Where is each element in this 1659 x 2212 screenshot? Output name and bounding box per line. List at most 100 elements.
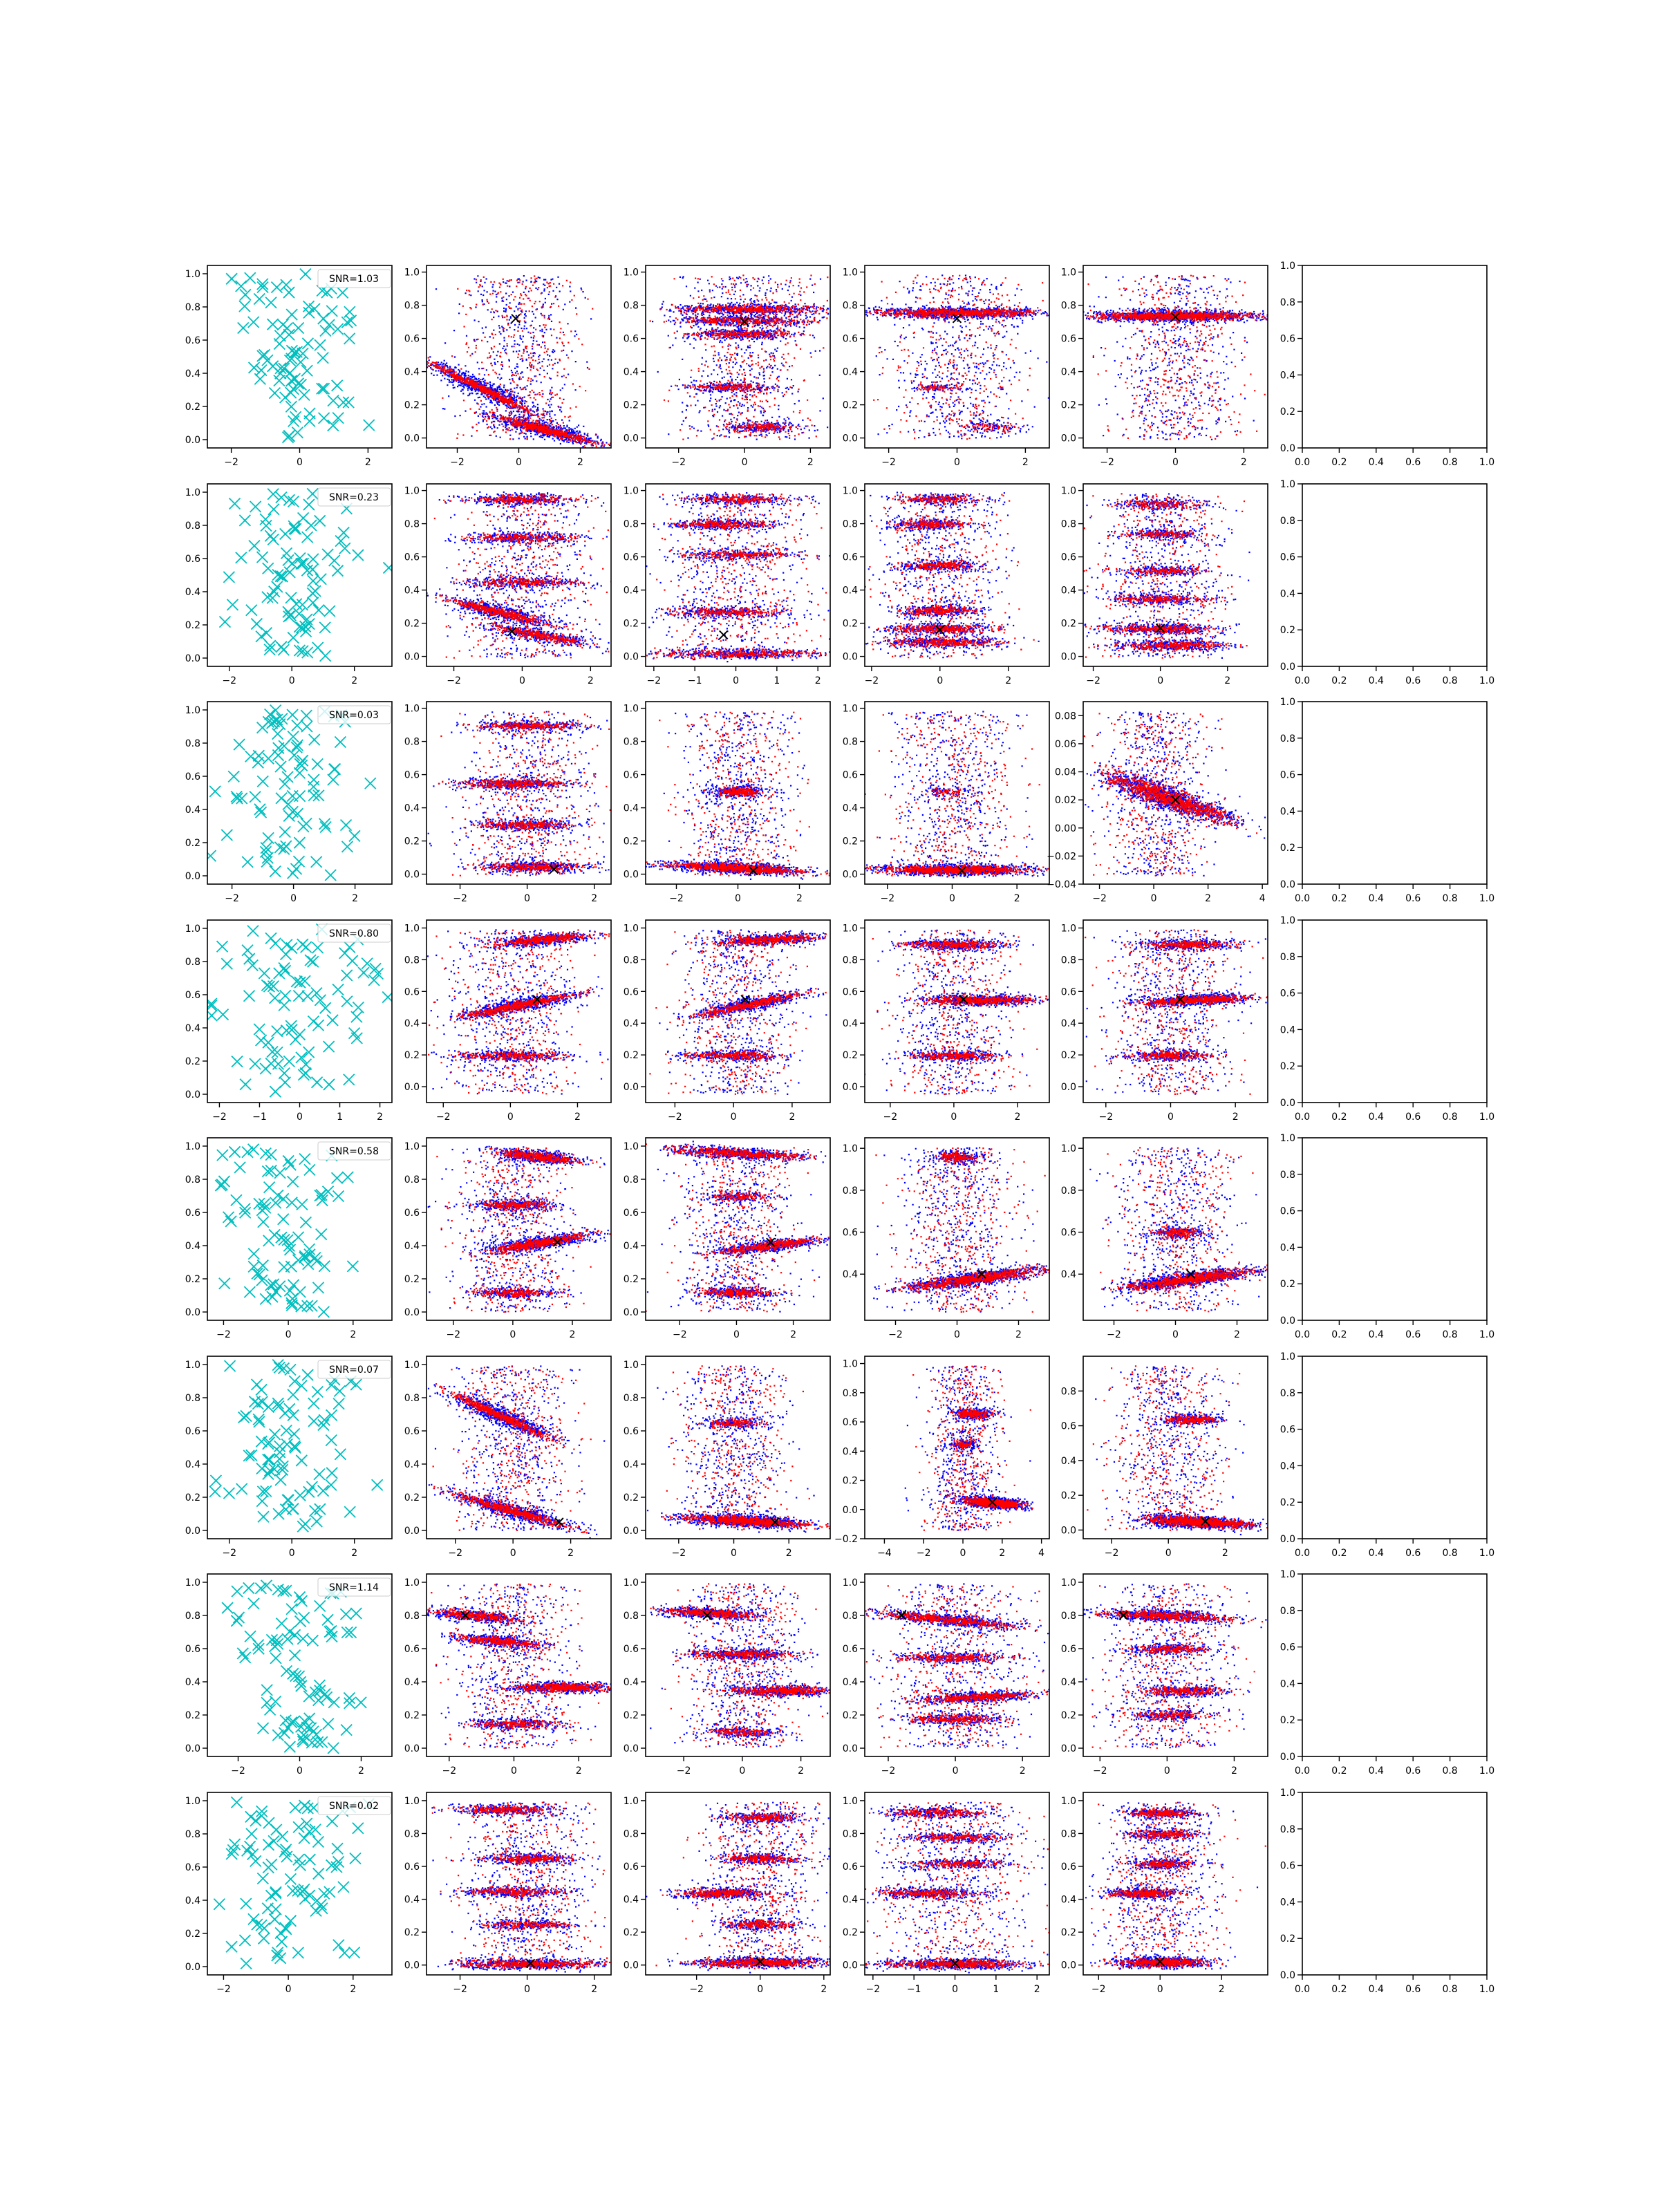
y-tick-label: 1.0 [185, 1577, 200, 1588]
x-tick-label: 0 [1157, 675, 1163, 686]
x-tick-label: −2 [671, 457, 686, 468]
y-tick-label: 0.8 [843, 1611, 858, 1622]
y-tick-label: 1.0 [404, 268, 420, 279]
x-tick-label: 0.0 [1295, 1984, 1310, 1995]
y-tick-label: 0.0 [1061, 652, 1076, 663]
x-tick-label: 0 [1157, 1984, 1163, 1995]
x-tick-label: 0 [507, 1112, 514, 1123]
y-tick-label: 0.6 [1280, 1425, 1295, 1436]
y-tick-label: 0.0 [1061, 1960, 1076, 1971]
x-tick-label: 0 [1168, 1112, 1174, 1123]
x-tick-label: 0 [509, 1329, 516, 1340]
y-tick-label: 1.0 [624, 1141, 639, 1152]
y-tick-label: 0.6 [1280, 334, 1295, 345]
y-tick-label: 0.0 [843, 433, 858, 444]
x-tick-label: −2 [647, 675, 662, 686]
y-tick-label: 1.0 [843, 268, 858, 279]
x-tick-label: 2 [815, 675, 821, 686]
y-tick-label: 0.8 [624, 1828, 639, 1839]
x-tick-label: 0 [516, 457, 522, 468]
y-tick-label: 1.0 [185, 705, 200, 716]
y-tick-label: 1.0 [624, 1796, 639, 1807]
y-tick-label: 0.8 [1061, 1828, 1076, 1839]
y-tick-label: 0.4 [1280, 806, 1295, 817]
y-tick-label: 1.0 [185, 1360, 200, 1371]
y-tick-label: 0.4 [843, 1677, 858, 1688]
y-tick-label: 0.2 [1280, 843, 1295, 854]
y-tick-label: 0.6 [843, 1417, 858, 1428]
x-tick-label: 4 [1259, 893, 1266, 904]
x-tick-label: 1.0 [1479, 1112, 1494, 1123]
y-tick-label: 0.6 [185, 990, 200, 1001]
x-tick-label: 0 [1164, 1765, 1170, 1777]
y-tick-label: 1.0 [843, 704, 858, 715]
y-tick-label: 0.0 [185, 653, 200, 664]
y-tick-label: 0.4 [1061, 1677, 1076, 1688]
y-tick-label: 0.0 [404, 1082, 420, 1093]
y-tick-label: 0.8 [185, 1393, 200, 1404]
y-tick-label: 0.6 [404, 1644, 420, 1655]
y-tick-label: 1.0 [185, 487, 200, 498]
x-tick-label: −2 [446, 1329, 460, 1340]
y-tick-label: 1.0 [1061, 1143, 1076, 1154]
y-tick-label: 0.8 [843, 1388, 858, 1399]
x-tick-label: 0.0 [1295, 1112, 1310, 1123]
y-tick-label: 0.4 [624, 803, 639, 814]
x-tick-label: 2 [1005, 675, 1011, 686]
snr-label: SNR=0.02 [329, 1801, 379, 1812]
y-tick-label: 1.0 [624, 268, 639, 279]
y-tick-label: 1.0 [1280, 1133, 1295, 1144]
y-tick-label: 0.4 [185, 1677, 200, 1688]
y-tick-label: 1.0 [404, 1360, 420, 1371]
x-tick-label: 1 [993, 1984, 999, 1995]
y-tick-label: 0.2 [1280, 1715, 1295, 1726]
x-tick-label: −2 [1105, 1548, 1119, 1559]
y-tick-label: 0.4 [1280, 1461, 1295, 1472]
y-tick-label: 0.8 [185, 1174, 200, 1185]
x-tick-label: 0 [297, 1765, 303, 1777]
y-tick-label: 0.6 [1280, 1861, 1295, 1872]
y-tick-label: 0.4 [1061, 1456, 1076, 1467]
y-tick-label: 0.4 [185, 368, 200, 379]
x-tick-label: −2 [673, 1329, 687, 1340]
x-tick-label: −2 [453, 1984, 467, 1995]
x-tick-label: 0 [949, 893, 955, 904]
x-tick-label: 0.2 [1331, 675, 1347, 686]
y-tick-label: 1.0 [1280, 915, 1295, 926]
y-tick-label: 0.4 [1061, 1895, 1076, 1906]
y-tick-label: 0.8 [843, 955, 858, 966]
y-tick-label: 0.2 [624, 1050, 639, 1061]
y-tick-label: 0.4 [1280, 1678, 1295, 1689]
y-tick-label: 0.2 [185, 402, 200, 413]
x-tick-label: 0.8 [1442, 1548, 1457, 1559]
y-tick-label: 0.2 [185, 1929, 200, 1940]
y-tick-label: 0.8 [624, 1393, 639, 1404]
x-tick-label: 0 [524, 1984, 530, 1995]
y-tick-label: 0.6 [624, 986, 639, 997]
y-tick-label: 1.0 [1280, 1569, 1295, 1580]
y-tick-label: 0.2 [1061, 619, 1076, 630]
y-tick-label: 0.4 [404, 367, 420, 378]
x-tick-label: 0 [731, 1548, 737, 1559]
y-tick-label: −0.04 [1047, 879, 1076, 890]
y-tick-label: 0.8 [1061, 955, 1076, 966]
x-tick-label: 0.2 [1331, 893, 1347, 904]
y-tick-label: 0.0 [624, 1743, 639, 1754]
x-tick-label: 0 [735, 893, 741, 904]
y-tick-label: 0.2 [404, 1050, 420, 1061]
y-tick-label: 0.6 [1280, 770, 1295, 781]
y-tick-label: 0.6 [1280, 552, 1295, 563]
x-tick-label: 0 [510, 1548, 516, 1559]
y-tick-label: 0.4 [624, 1459, 639, 1470]
x-tick-label: 0.2 [1331, 1112, 1347, 1123]
y-tick-label: 0.0 [1061, 433, 1076, 444]
x-tick-label: 0 [297, 1112, 303, 1123]
y-tick-label: 0.8 [404, 737, 420, 748]
y-tick-label: 0.8 [1280, 1388, 1295, 1399]
x-tick-label: 0.0 [1295, 893, 1310, 904]
y-tick-label: 0.2 [404, 836, 420, 847]
x-tick-label: 0 [733, 675, 739, 686]
y-tick-label: 0.0 [843, 870, 858, 881]
y-tick-label: 0.0 [843, 1505, 858, 1516]
y-tick-label: 0.8 [185, 521, 200, 532]
